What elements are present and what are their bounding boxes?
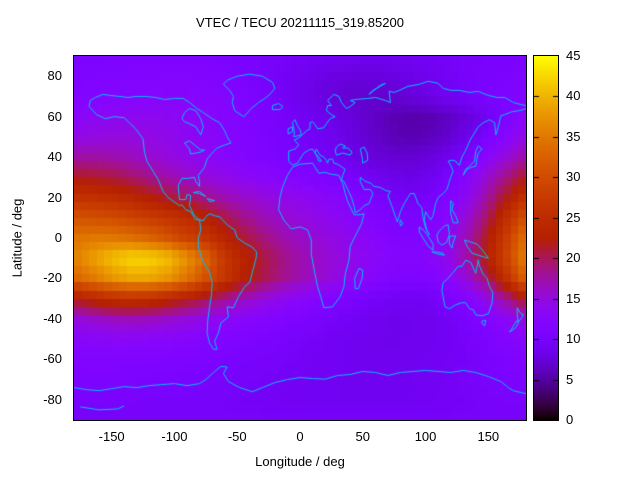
- colorbar-tick-label: 10: [566, 331, 581, 347]
- x-tick-label: 0: [296, 429, 304, 444]
- x-tick-label: -50: [227, 429, 247, 444]
- y-tick-label: 40: [47, 149, 62, 165]
- colorbar: [533, 55, 559, 421]
- x-tick-label: -100: [161, 429, 188, 444]
- x-tick-label: 100: [414, 429, 437, 444]
- x-tick-label: -150: [98, 429, 125, 444]
- colorbar-tick-label: 5: [566, 371, 574, 387]
- x-tick-label: 150: [477, 429, 500, 444]
- colorbar-tick-label: 15: [566, 290, 581, 306]
- y-tick-label: 0: [54, 230, 62, 245]
- y-tick-label: 80: [47, 68, 62, 84]
- y-tick-label: 60: [47, 108, 62, 124]
- y-tick-label: -40: [43, 310, 62, 326]
- heatmap-canvas: [73, 55, 527, 421]
- colorbar-tick-label: 0: [566, 412, 574, 427]
- colorbar-tick-label: 45: [566, 48, 581, 63]
- y-tick-label: -60: [43, 351, 62, 367]
- colorbar-tick-label: 35: [566, 128, 581, 144]
- colorbar-tick-label: 25: [566, 209, 581, 225]
- y-tick-label: 20: [47, 189, 62, 205]
- y-tick-label: -20: [43, 270, 62, 286]
- colorbar-tick-label: 20: [566, 250, 581, 266]
- colorbar-tick-label: 30: [566, 169, 581, 185]
- chart-title: VTEC / TECU 20211115_319.85200: [196, 15, 404, 30]
- y-axis-label: Latitude / deg: [9, 198, 25, 278]
- x-tick-label: 50: [355, 429, 370, 444]
- y-tick-label: -80: [43, 391, 62, 407]
- x-axis-label: Longitude / deg: [255, 454, 345, 469]
- colorbar-tick-label: 40: [566, 88, 581, 104]
